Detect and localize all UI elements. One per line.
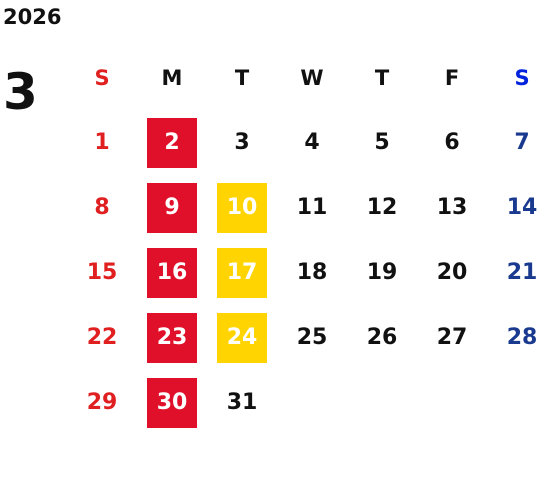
year-label: 2026 — [3, 5, 62, 29]
day-number — [497, 378, 547, 428]
day-number: 25 — [296, 325, 328, 350]
day-cell[interactable]: 7 — [487, 110, 548, 175]
day-number: 8 — [94, 195, 110, 220]
week-row: 29 30 31 — [67, 370, 548, 435]
weekday-wednesday: W — [300, 65, 324, 90]
day-cell[interactable]: 29 — [67, 370, 137, 435]
day-cell[interactable]: 23 — [137, 305, 207, 370]
day-number: 5 — [374, 130, 390, 155]
day-cell[interactable]: 4 — [277, 110, 347, 175]
weekday-friday: F — [444, 65, 460, 90]
day-number: 7 — [514, 130, 530, 155]
day-cell[interactable]: 27 — [417, 305, 487, 370]
day-cell[interactable]: 15 — [67, 240, 137, 305]
day-number: 9 — [147, 182, 197, 233]
day-number: 2 — [147, 117, 197, 168]
day-number: 14 — [506, 195, 538, 220]
day-cell[interactable]: 25 — [277, 305, 347, 370]
day-cell[interactable]: 12 — [347, 175, 417, 240]
week-row: 8 9 10 11 12 13 14 — [67, 175, 548, 240]
day-cell[interactable]: 14 — [487, 175, 548, 240]
weekday-header-row: S M T W T F S — [67, 45, 548, 110]
month-label: 3 — [3, 63, 38, 121]
day-cell[interactable]: 8 — [67, 175, 137, 240]
weekday-tuesday: T — [234, 65, 250, 90]
day-number: 18 — [296, 260, 328, 285]
day-cell[interactable]: 19 — [347, 240, 417, 305]
weekday-saturday: S — [514, 65, 530, 90]
day-number: 12 — [366, 195, 398, 220]
day-number: 31 — [226, 390, 258, 415]
week-row: 15 16 17 18 19 20 21 — [67, 240, 548, 305]
day-number: 19 — [366, 260, 398, 285]
weekday-thursday: T — [374, 65, 390, 90]
day-cell[interactable]: 16 — [137, 240, 207, 305]
day-number: 15 — [86, 260, 118, 285]
day-number: 26 — [366, 325, 398, 350]
day-number: 3 — [234, 130, 250, 155]
empty-day-cell — [417, 370, 487, 435]
week-row: 1 2 3 4 5 6 7 — [67, 110, 548, 175]
day-number — [427, 378, 477, 428]
day-cell[interactable]: 21 — [487, 240, 548, 305]
day-cell[interactable]: 11 — [277, 175, 347, 240]
day-number: 21 — [506, 260, 538, 285]
day-number: 30 — [147, 377, 197, 428]
day-cell[interactable]: 13 — [417, 175, 487, 240]
day-cell[interactable]: 26 — [347, 305, 417, 370]
day-number: 4 — [304, 130, 320, 155]
weekday-sunday: S — [94, 65, 110, 90]
day-number: 23 — [147, 312, 197, 363]
day-number: 16 — [147, 247, 197, 298]
day-number: 29 — [86, 390, 118, 415]
empty-day-cell — [277, 370, 347, 435]
day-cell[interactable]: 31 — [207, 370, 277, 435]
day-number: 13 — [436, 195, 468, 220]
day-number — [357, 378, 407, 428]
day-number: 20 — [436, 260, 468, 285]
day-number: 22 — [86, 325, 118, 350]
day-cell[interactable]: 28 — [487, 305, 548, 370]
calendar-grid: S M T W T F S 1 2 3 4 5 6 7 8 9 10 11 12 13 14 15 16 17 1… — [67, 45, 548, 435]
day-cell[interactable]: 6 — [417, 110, 487, 175]
weekday-monday: M — [161, 65, 183, 90]
day-cell[interactable]: 1 — [67, 110, 137, 175]
day-number — [287, 378, 337, 428]
day-cell[interactable]: 18 — [277, 240, 347, 305]
weeks: 1 2 3 4 5 6 7 8 9 10 11 12 13 14 15 16 17 18 19 20 21 22 23 24 2… — [67, 110, 548, 435]
day-number: 28 — [506, 325, 538, 350]
day-number: 6 — [444, 130, 460, 155]
day-cell[interactable]: 2 — [137, 110, 207, 175]
day-cell[interactable]: 5 — [347, 110, 417, 175]
empty-day-cell — [487, 370, 548, 435]
day-cell[interactable]: 30 — [137, 370, 207, 435]
day-number: 17 — [217, 247, 267, 298]
week-row: 22 23 24 25 26 27 28 — [67, 305, 548, 370]
day-cell[interactable]: 24 — [207, 305, 277, 370]
day-cell[interactable]: 17 — [207, 240, 277, 305]
day-cell[interactable]: 3 — [207, 110, 277, 175]
day-cell[interactable]: 10 — [207, 175, 277, 240]
day-cell[interactable]: 9 — [137, 175, 207, 240]
day-number: 27 — [436, 325, 468, 350]
day-cell[interactable]: 22 — [67, 305, 137, 370]
day-cell[interactable]: 20 — [417, 240, 487, 305]
day-number: 11 — [296, 195, 328, 220]
day-number: 24 — [217, 312, 267, 363]
day-number: 1 — [94, 130, 110, 155]
empty-day-cell — [347, 370, 417, 435]
day-number: 10 — [217, 182, 267, 233]
